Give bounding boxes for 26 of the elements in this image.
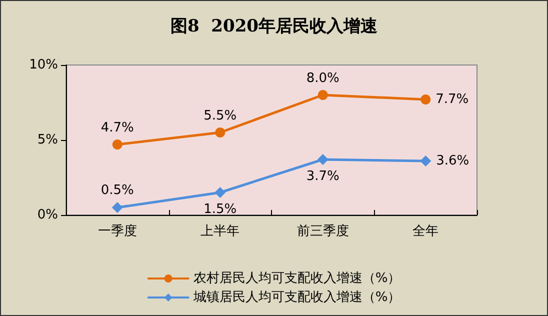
point: [112, 202, 123, 213]
data-label: 3.7%: [306, 169, 340, 184]
point: [317, 154, 328, 165]
point: [318, 90, 328, 100]
x-tick-label: 前三季度: [296, 223, 349, 239]
point: [214, 187, 226, 198]
point: [420, 94, 431, 104]
y-tick-label: 5%: [37, 132, 58, 148]
data-label: 1.5%: [204, 202, 237, 217]
x-tick-label: 全年: [412, 224, 439, 239]
legend-label: 城镇居民人均可支配收入增速（%）: [192, 290, 401, 305]
y-tick-label: 10%: [29, 58, 58, 72]
point: [420, 156, 432, 166]
y-tick-label: 0%: [37, 208, 58, 222]
data-label: 5.5%: [204, 108, 237, 124]
data-label: 0.5%: [100, 183, 134, 198]
point: [215, 128, 226, 138]
point: [112, 140, 122, 150]
x-tick-label: 一季度: [98, 223, 137, 239]
legend-label: 农村居民人均可支配收入增速（%）: [193, 271, 401, 286]
data-label: 8.0%: [306, 71, 340, 86]
data-label: 4.7%: [100, 120, 134, 136]
x-tick-label: 上半年: [200, 224, 240, 239]
data-label: 7.7%: [436, 92, 469, 107]
chart-title: 图8 2020年居民收入增速: [170, 16, 378, 36]
data-label: 3.6%: [436, 154, 470, 168]
